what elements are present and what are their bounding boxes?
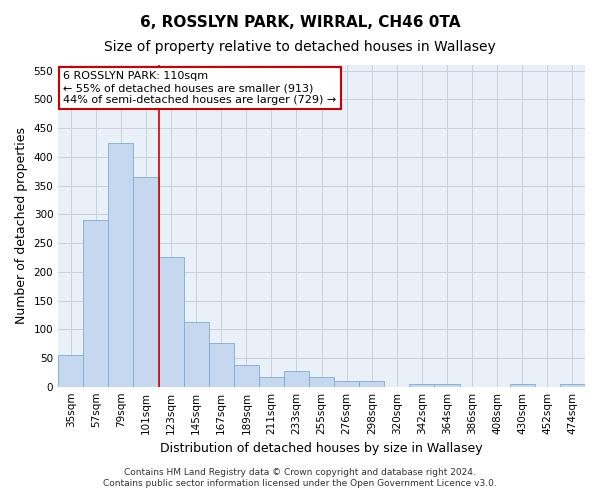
Bar	[184, 322, 209, 386]
Text: Contains HM Land Registry data © Crown copyright and database right 2024.
Contai: Contains HM Land Registry data © Crown c…	[103, 468, 497, 487]
Bar	[83, 220, 109, 386]
Text: 6 ROSSLYN PARK: 110sqm
← 55% of detached houses are smaller (913)
44% of semi-de: 6 ROSSLYN PARK: 110sqm ← 55% of detached…	[64, 72, 337, 104]
Bar	[309, 378, 334, 386]
Bar	[434, 384, 460, 386]
X-axis label: Distribution of detached houses by size in Wallasey: Distribution of detached houses by size …	[160, 442, 483, 455]
Bar	[510, 384, 535, 386]
Bar	[409, 384, 434, 386]
Bar	[133, 177, 158, 386]
Bar	[359, 381, 385, 386]
Bar	[560, 384, 585, 386]
Bar	[109, 142, 133, 386]
Bar	[284, 371, 309, 386]
Bar	[234, 365, 259, 386]
Bar	[158, 258, 184, 386]
Bar	[209, 343, 234, 386]
Text: Size of property relative to detached houses in Wallasey: Size of property relative to detached ho…	[104, 40, 496, 54]
Text: 6, ROSSLYN PARK, WIRRAL, CH46 0TA: 6, ROSSLYN PARK, WIRRAL, CH46 0TA	[140, 15, 460, 30]
Bar	[58, 355, 83, 386]
Bar	[259, 377, 284, 386]
Y-axis label: Number of detached properties: Number of detached properties	[15, 128, 28, 324]
Bar	[334, 381, 359, 386]
